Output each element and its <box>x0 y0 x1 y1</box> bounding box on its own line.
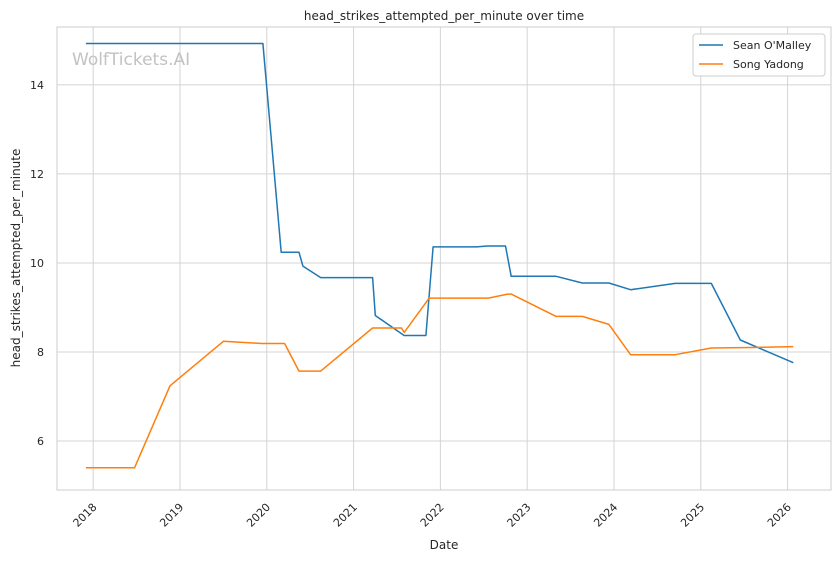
x-gridlines <box>92 27 789 490</box>
legend: Sean O'Malley Song Yadong <box>692 33 826 77</box>
series-line-2 <box>85 293 794 469</box>
series-line-1 <box>85 42 794 364</box>
y-tick-labels: 6 8 10 12 14 <box>30 79 44 448</box>
chart-title: head_strikes_attempted_per_minute over t… <box>304 9 584 23</box>
legend-frame <box>692 33 826 77</box>
legend-label-series-1: Sean O'Malley <box>733 39 812 52</box>
y-tick-label: 6 <box>37 435 44 448</box>
y-tick-label: 8 <box>37 346 44 359</box>
watermark-text: WolfTickets.AI <box>72 50 190 70</box>
x-axis-title: Date <box>430 538 459 552</box>
y-tick-label: 14 <box>30 79 44 92</box>
series-layer <box>85 42 794 469</box>
y-gridlines <box>57 84 831 442</box>
legend-label-series-2: Song Yadong <box>733 58 804 71</box>
y-tick-label: 10 <box>30 257 44 270</box>
y-axis-title: head_strikes_attempted_per_minute <box>9 149 23 368</box>
plot-frame <box>56 26 832 491</box>
y-tick-label: 12 <box>30 168 44 181</box>
